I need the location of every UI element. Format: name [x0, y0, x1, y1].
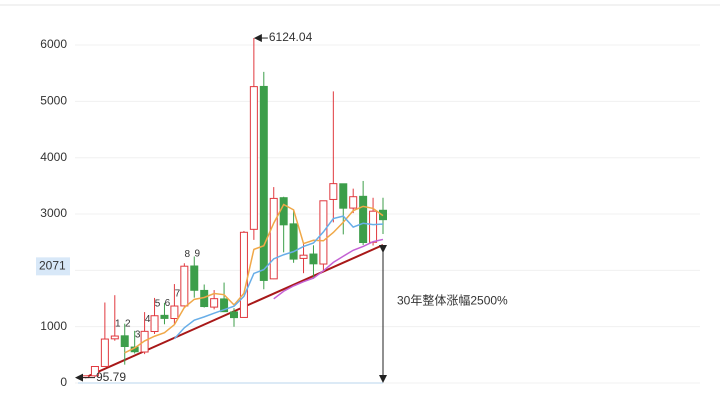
candle-body — [299, 254, 308, 259]
y-tick-label: 0 — [60, 375, 67, 389]
y-tick-label: 3000 — [40, 206, 67, 220]
candle-body — [100, 338, 109, 367]
candle-body — [309, 253, 318, 265]
candle-body — [339, 183, 348, 209]
candle-body — [259, 85, 268, 281]
candle-body — [289, 223, 298, 260]
candle-body — [190, 265, 199, 291]
candle-body — [239, 231, 248, 318]
candle-body — [180, 265, 189, 307]
y-tick-label: 1000 — [40, 319, 67, 333]
candle-label: 7 — [175, 289, 181, 300]
candle-label: 6 — [165, 298, 171, 309]
candle-body — [279, 197, 288, 226]
candle-label: 8 — [185, 249, 191, 260]
crosshair-label-bg — [36, 257, 70, 276]
candle-body — [90, 366, 99, 377]
moving-average — [124, 203, 384, 354]
gain-annotation: 30年整体涨幅2500% — [397, 292, 508, 307]
y-tick-label: 5000 — [40, 94, 67, 108]
candle-body — [249, 86, 258, 230]
candle-body — [220, 298, 229, 313]
moving-average — [273, 238, 384, 300]
candle-body — [349, 196, 358, 209]
candle-body — [120, 335, 129, 348]
candle-body — [170, 305, 179, 320]
candle-body — [160, 314, 169, 319]
candle-label: 9 — [194, 249, 200, 260]
candle-label: 1 — [115, 319, 121, 330]
candle-body — [210, 298, 219, 308]
high-label: 6124.04 — [269, 30, 313, 44]
crosshair-label: 2071 — [39, 259, 66, 273]
candle-label: 2 — [125, 318, 131, 329]
candle-body — [110, 335, 119, 340]
y-tick-label: 6000 — [40, 37, 67, 51]
candle-body — [369, 210, 378, 243]
y-tick-label: 4000 — [40, 150, 67, 164]
candle-label: 5 — [155, 298, 161, 309]
candle-body — [230, 311, 238, 319]
candle-body — [150, 315, 159, 333]
low-label: 95.79 — [96, 370, 126, 384]
moving-average — [173, 215, 384, 340]
candle-body — [329, 183, 338, 200]
candle-label: 3 — [135, 330, 141, 341]
candle-body — [359, 195, 368, 244]
candle-body — [269, 197, 278, 280]
candle-label: 4 — [145, 314, 151, 325]
